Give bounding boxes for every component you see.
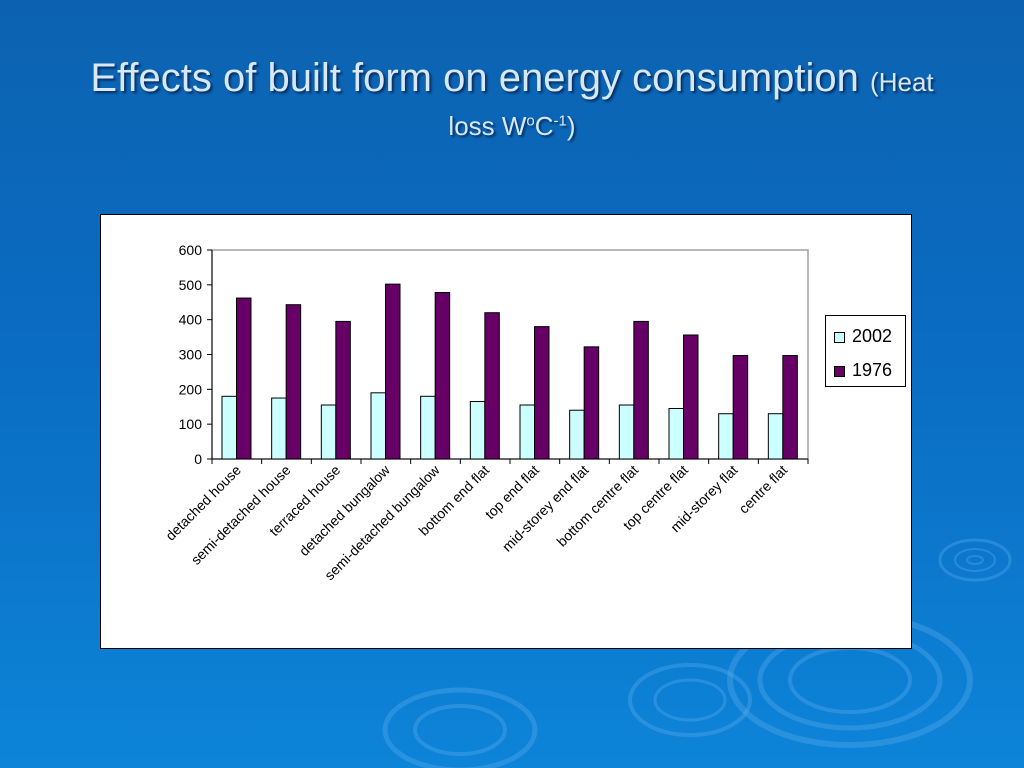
- unit-degree-o: o: [526, 112, 535, 130]
- legend-swatch-2002: [834, 332, 845, 343]
- chart-legend: 2002 1976: [825, 315, 906, 387]
- bar-2002: [320, 404, 337, 460]
- y-tick-label: 200: [179, 381, 203, 397]
- bar-2002: [618, 404, 635, 460]
- bar-1976: [385, 283, 401, 460]
- bar-2002: [469, 401, 486, 460]
- bar-2002: [519, 404, 535, 460]
- y-tick-label: 600: [179, 242, 203, 258]
- unit-close-paren: ): [566, 111, 576, 141]
- y-tick-label: 0: [194, 451, 202, 467]
- slide-title: Effects of built form on energy consumpt…: [40, 56, 984, 144]
- unit-c: C: [534, 111, 554, 141]
- x-category-label: mid-storey end flat: [499, 462, 592, 555]
- bar-1976: [534, 326, 550, 460]
- bar-1976: [732, 355, 749, 460]
- bar-1976: [335, 320, 351, 460]
- bar-1976: [683, 334, 699, 460]
- x-category-label: centre flat: [735, 462, 790, 517]
- legend-item-2002: 2002: [826, 324, 905, 358]
- legend-label-1976: 1976: [852, 360, 893, 380]
- bar-1976: [434, 291, 451, 460]
- bar-2002: [569, 409, 585, 460]
- y-tick-label: 100: [179, 416, 203, 432]
- legend-swatch-1976: [834, 366, 845, 377]
- bar-2002: [221, 395, 237, 460]
- legend-item-1976: 1976: [826, 358, 905, 392]
- y-tick-label: 500: [179, 277, 203, 293]
- legend-label-2002: 2002: [852, 326, 893, 346]
- bar-2002: [370, 392, 386, 460]
- slide-title-main: Effects of built form on energy consumpt…: [90, 56, 859, 100]
- bar-2002: [767, 413, 784, 460]
- y-tick-label: 400: [179, 312, 203, 328]
- bar-1976: [236, 297, 252, 460]
- bar-1976: [633, 320, 649, 460]
- chart-panel: 0 100 200 300 400 500 600 detached house semi-de…: [100, 214, 912, 649]
- unit-exponent: -1: [553, 112, 567, 130]
- slide-title-sub-open: (Heat: [870, 67, 934, 97]
- bar-2002: [271, 397, 287, 460]
- x-category-label: detached bungalow: [296, 461, 394, 559]
- bar-2002: [420, 395, 436, 460]
- bar-2002: [718, 413, 734, 460]
- slide-title-unit: loss WoC-1): [448, 111, 575, 141]
- bar-2002: [668, 407, 684, 460]
- bar-1976: [583, 346, 600, 460]
- bar-1976: [782, 355, 798, 460]
- bar-1976: [285, 304, 302, 460]
- unit-loss-w: loss W: [448, 111, 527, 141]
- y-tick-label: 300: [179, 347, 203, 363]
- bar-1976: [484, 312, 500, 460]
